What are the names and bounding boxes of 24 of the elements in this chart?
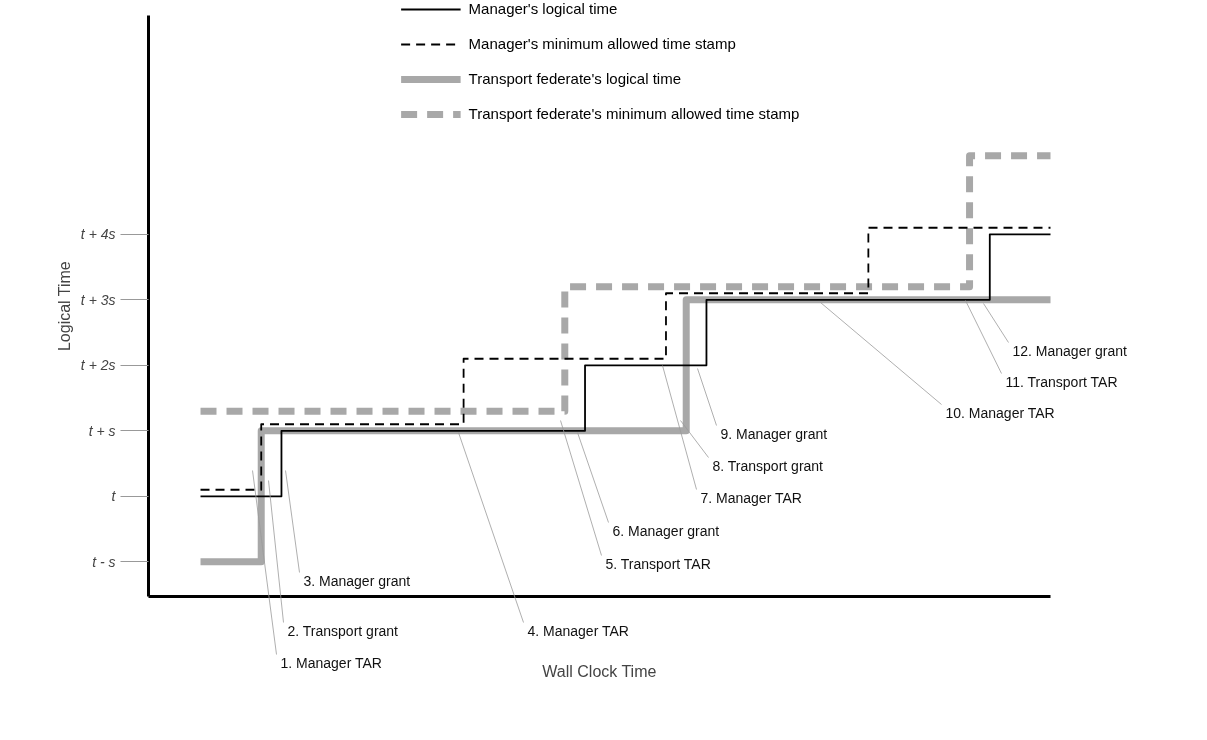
y-tick-label: t + 3s (80, 291, 116, 308)
y-tick-label: t (111, 488, 117, 505)
annotation: 3. Manager grant (303, 572, 411, 589)
annotation: 7. Manager TAR (700, 489, 802, 506)
x-axis-title: Wall Clock Time (542, 662, 657, 680)
legend-label: Manager's logical time (468, 0, 618, 17)
text: 1. Manager TAR (280, 654, 382, 671)
y-tick-label: t + s (88, 422, 116, 439)
legend-label: Transport federate's minimum allowed time stamp (468, 105, 800, 122)
y-axis-title: Logical Time (55, 261, 73, 352)
annotation: 10. Manager TAR (945, 404, 1055, 421)
annotation: 12. Manager grant (1012, 342, 1128, 359)
y-tick-label: t + 2s (80, 357, 116, 374)
legend-label: Transport federate's logical time (468, 70, 682, 87)
text: 4. Manager TAR (527, 622, 629, 639)
text: 2. Transport grant (287, 622, 399, 639)
annotation: 6. Manager grant (612, 522, 720, 539)
legend-label: Manager's minimum allowed time stamp (468, 35, 736, 52)
y-tick-label: t + 4s (80, 226, 116, 243)
annotation: 5. Transport TAR (605, 555, 711, 572)
y-tick-label: t - s (92, 553, 116, 570)
annotation: 8. Transport grant (712, 457, 824, 474)
annotation: 11. Transport TAR (1005, 373, 1118, 390)
annotation: 9. Manager grant (720, 425, 828, 442)
